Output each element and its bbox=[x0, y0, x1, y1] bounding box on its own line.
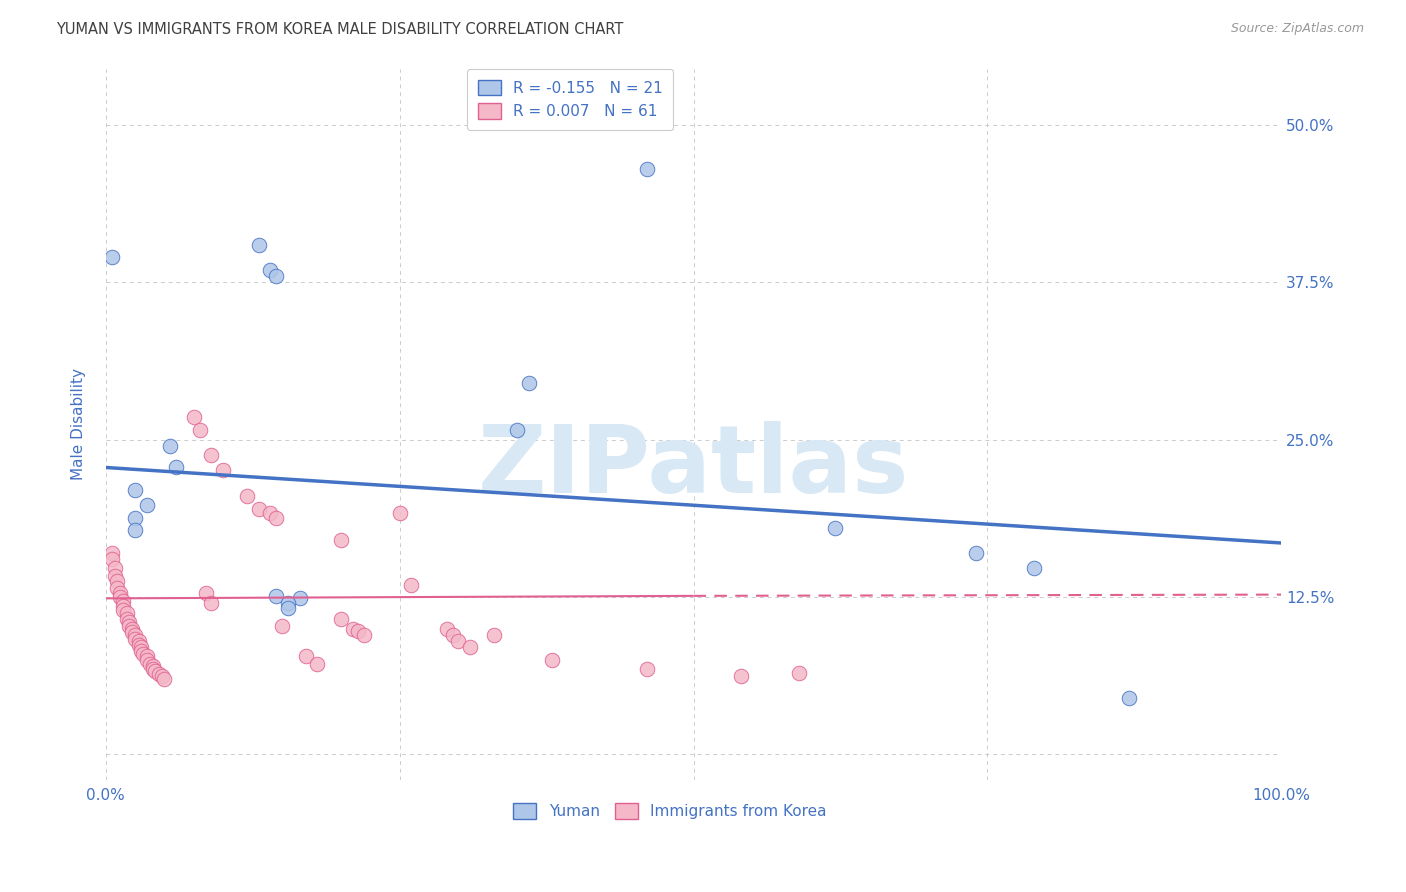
Point bbox=[342, 622, 364, 636]
Point bbox=[541, 653, 564, 667]
Legend: Yuman, Immigrants from Korea: Yuman, Immigrants from Korea bbox=[508, 797, 832, 825]
Point bbox=[104, 561, 127, 575]
Point bbox=[259, 506, 281, 520]
Point bbox=[128, 634, 150, 648]
Point bbox=[277, 596, 299, 610]
Point bbox=[194, 586, 217, 600]
Point bbox=[124, 524, 146, 538]
Point bbox=[329, 611, 352, 625]
Point bbox=[124, 483, 146, 497]
Point bbox=[104, 568, 127, 582]
Point bbox=[200, 596, 222, 610]
Point bbox=[458, 640, 481, 655]
Point bbox=[100, 250, 122, 264]
Point bbox=[108, 590, 131, 604]
Point bbox=[128, 638, 150, 652]
Point bbox=[730, 669, 752, 683]
Point bbox=[264, 511, 287, 525]
Point bbox=[124, 628, 146, 642]
Point bbox=[277, 601, 299, 615]
Point bbox=[236, 490, 259, 504]
Point bbox=[1024, 561, 1046, 575]
Point bbox=[100, 552, 122, 566]
Point bbox=[107, 582, 129, 596]
Point bbox=[135, 653, 157, 667]
Point bbox=[135, 498, 157, 512]
Point bbox=[482, 628, 505, 642]
Point bbox=[288, 591, 311, 606]
Point bbox=[142, 659, 165, 673]
Point bbox=[307, 657, 329, 671]
Point bbox=[506, 423, 529, 437]
Point bbox=[636, 662, 658, 676]
Point bbox=[107, 574, 129, 588]
Point bbox=[247, 502, 270, 516]
Point bbox=[271, 619, 294, 633]
Point bbox=[294, 649, 316, 664]
Point bbox=[118, 615, 141, 630]
Point bbox=[347, 624, 370, 639]
Point bbox=[401, 577, 423, 591]
Point bbox=[212, 463, 235, 477]
Y-axis label: Male Disability: Male Disability bbox=[72, 368, 86, 480]
Point bbox=[159, 439, 181, 453]
Point bbox=[153, 672, 176, 686]
Point bbox=[112, 594, 135, 608]
Point bbox=[121, 622, 143, 636]
Point bbox=[188, 423, 211, 437]
Point bbox=[789, 665, 811, 680]
Point bbox=[112, 599, 135, 613]
Point bbox=[115, 607, 138, 621]
Point bbox=[115, 611, 138, 625]
Point bbox=[1118, 690, 1140, 705]
Point bbox=[112, 603, 135, 617]
Point bbox=[124, 511, 146, 525]
Point bbox=[247, 237, 270, 252]
Point bbox=[353, 628, 375, 642]
Point bbox=[129, 644, 152, 658]
Point bbox=[441, 628, 464, 642]
Point bbox=[824, 521, 846, 535]
Point bbox=[108, 586, 131, 600]
Point bbox=[388, 506, 411, 520]
Point bbox=[447, 634, 470, 648]
Point bbox=[148, 666, 170, 681]
Point bbox=[124, 632, 146, 646]
Point bbox=[264, 269, 287, 284]
Point bbox=[259, 263, 281, 277]
Point bbox=[129, 640, 152, 655]
Point bbox=[329, 533, 352, 548]
Point bbox=[121, 625, 143, 640]
Point bbox=[118, 619, 141, 633]
Point bbox=[264, 589, 287, 603]
Point bbox=[135, 649, 157, 664]
Point bbox=[132, 647, 155, 661]
Text: ZIPatlas: ZIPatlas bbox=[478, 421, 910, 513]
Point bbox=[636, 162, 658, 177]
Text: YUMAN VS IMMIGRANTS FROM KOREA MALE DISABILITY CORRELATION CHART: YUMAN VS IMMIGRANTS FROM KOREA MALE DISA… bbox=[56, 22, 624, 37]
Point bbox=[165, 460, 187, 475]
Point bbox=[517, 376, 540, 391]
Text: Source: ZipAtlas.com: Source: ZipAtlas.com bbox=[1230, 22, 1364, 36]
Point bbox=[100, 546, 122, 560]
Point bbox=[965, 546, 987, 560]
Point bbox=[139, 657, 162, 671]
Point bbox=[150, 669, 173, 683]
Point bbox=[143, 665, 166, 679]
Point bbox=[436, 622, 458, 636]
Point bbox=[200, 448, 222, 462]
Point bbox=[183, 410, 205, 425]
Point bbox=[142, 662, 165, 676]
